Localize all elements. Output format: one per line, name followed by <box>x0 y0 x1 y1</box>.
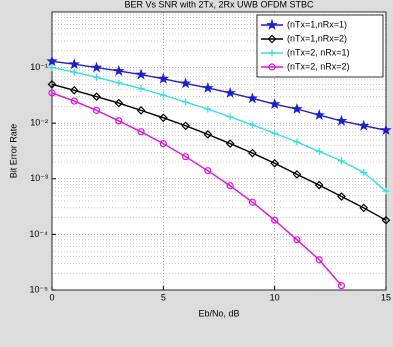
marker <box>291 102 303 114</box>
marker <box>114 98 124 108</box>
marker <box>135 68 147 80</box>
x-tick-label: 10 <box>270 292 280 302</box>
marker <box>182 98 190 106</box>
legend-marker <box>267 34 277 44</box>
marker <box>292 170 302 179</box>
series-line <box>51 60 387 131</box>
y-axis-label: Bit Error Rate <box>8 124 18 179</box>
marker <box>313 109 325 120</box>
marker <box>93 73 101 81</box>
marker <box>381 215 391 225</box>
marker <box>226 113 234 121</box>
chart-title: BER Vs SNR with 2Tx, 2Rx UWB OFDM STBC <box>124 0 314 9</box>
legend-marker <box>268 49 276 57</box>
marker <box>337 157 345 165</box>
marker <box>293 236 301 244</box>
x-tick-label: 0 <box>49 292 54 302</box>
x-tick-label: 15 <box>381 292 391 302</box>
marker <box>158 113 168 123</box>
legend-label: (nTx=2, nRx=2) <box>287 61 350 71</box>
series-line <box>51 66 387 192</box>
marker <box>380 124 392 136</box>
marker <box>48 64 56 72</box>
marker <box>248 198 256 206</box>
legend-label: (nTx=1,nRx=2) <box>287 33 347 43</box>
marker <box>48 89 56 97</box>
marker <box>202 81 214 93</box>
marker <box>115 79 123 87</box>
marker <box>204 167 212 175</box>
marker <box>357 119 370 131</box>
marker <box>314 180 324 190</box>
marker <box>360 168 368 176</box>
marker <box>337 192 346 201</box>
marker <box>268 98 281 110</box>
marker <box>137 85 145 93</box>
marker <box>69 85 79 95</box>
marker <box>179 77 192 89</box>
marker <box>248 148 257 158</box>
marker <box>225 139 235 148</box>
marker <box>382 187 390 195</box>
marker <box>335 114 348 126</box>
marker <box>157 72 170 84</box>
marker <box>92 106 101 114</box>
marker <box>204 105 212 113</box>
marker <box>68 58 81 70</box>
legend-label: (nTx=1,nRx=1) <box>287 19 347 29</box>
marker <box>226 182 234 190</box>
x-tick-label: 5 <box>161 292 166 302</box>
marker <box>159 139 167 148</box>
y-tick-label: 10⁻² <box>30 118 48 128</box>
y-tick-label: 10⁻⁴ <box>29 229 48 239</box>
marker <box>293 138 301 146</box>
marker <box>181 121 190 131</box>
y-tick-label: 10⁻³ <box>30 173 48 183</box>
y-tick-label: 10⁻⁵ <box>30 284 49 294</box>
marker <box>359 203 369 213</box>
marker <box>70 97 78 105</box>
marker <box>90 61 103 73</box>
marker <box>224 86 236 98</box>
marker <box>136 106 146 115</box>
legend-label: (nTx=2, nRx=1) <box>287 47 350 57</box>
marker <box>246 92 259 104</box>
series-line <box>51 92 343 287</box>
y-tick-label: 10⁻¹ <box>30 62 48 72</box>
legend-marker <box>266 18 278 30</box>
marker <box>47 79 57 89</box>
marker <box>159 91 167 99</box>
plot-frame <box>51 11 387 291</box>
marker <box>70 68 78 76</box>
marker <box>137 128 145 136</box>
marker <box>270 158 280 168</box>
legend: (nTx=1,nRx=1) (nTx=1,nRx=2) (nTx=2, nRx=1)… <box>256 14 384 78</box>
marker <box>315 147 323 155</box>
legend-marker <box>268 63 276 71</box>
marker <box>182 153 190 161</box>
marker <box>203 130 213 139</box>
series-line <box>51 83 387 221</box>
marker <box>337 281 346 290</box>
marker <box>271 216 279 224</box>
marker <box>113 64 125 76</box>
marker <box>315 256 323 264</box>
marker <box>115 117 123 125</box>
marker <box>248 121 256 129</box>
marker <box>271 129 279 137</box>
marker <box>46 55 58 67</box>
x-axis-label: Eb/No, dB <box>198 308 239 318</box>
marker <box>92 92 101 102</box>
